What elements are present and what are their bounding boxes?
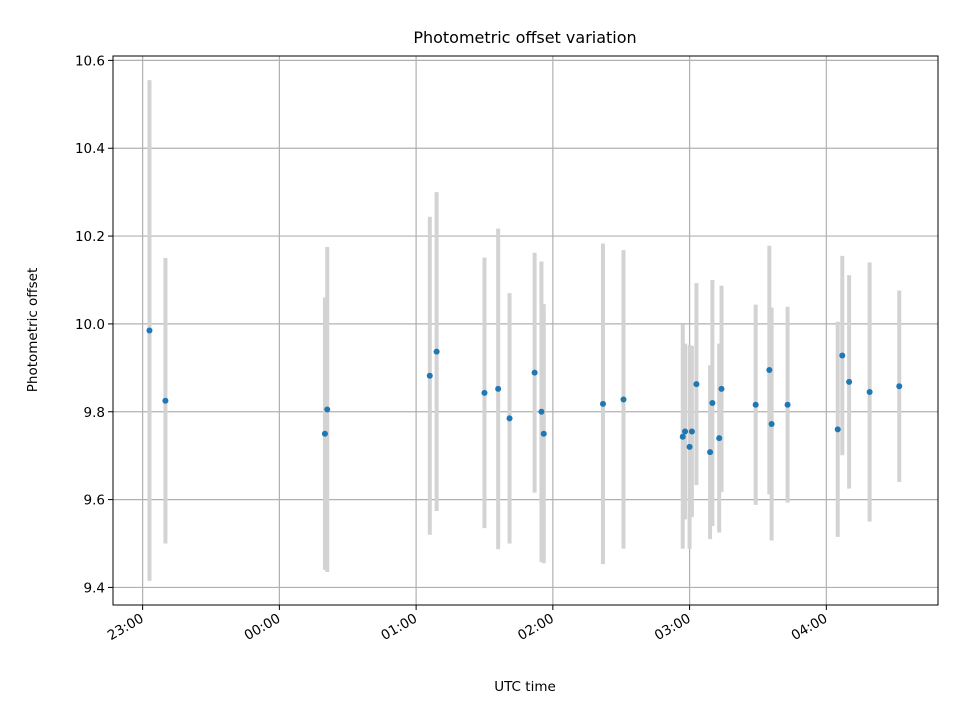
y-tick-label: 10.6 bbox=[75, 53, 105, 69]
data-point bbox=[718, 385, 725, 392]
chart-title: Photometric offset variation bbox=[413, 28, 636, 47]
data-point bbox=[481, 389, 488, 396]
y-axis-label: Photometric offset bbox=[25, 268, 41, 392]
data-point bbox=[682, 428, 689, 435]
y-tick-label: 10.4 bbox=[75, 141, 105, 157]
y-tick-label: 9.6 bbox=[84, 493, 105, 509]
data-point bbox=[162, 397, 169, 404]
y-tick-label: 9.8 bbox=[84, 405, 105, 421]
data-point bbox=[599, 400, 606, 407]
plot-frame bbox=[112, 55, 939, 606]
data-point bbox=[707, 449, 714, 456]
data-point bbox=[716, 435, 723, 442]
data-point bbox=[693, 381, 700, 388]
data-point bbox=[538, 408, 545, 415]
data-point bbox=[495, 385, 502, 392]
data-point bbox=[768, 421, 775, 428]
y-tick-label: 10.0 bbox=[75, 317, 105, 333]
data-point bbox=[506, 415, 513, 422]
y-tick-label: 9.4 bbox=[84, 580, 105, 596]
data-point bbox=[433, 348, 440, 355]
data-point bbox=[679, 433, 686, 440]
data-point bbox=[688, 428, 695, 435]
grid-lines bbox=[113, 56, 938, 605]
x-axis-label: UTC time bbox=[494, 679, 556, 695]
data-point bbox=[866, 388, 873, 395]
data-point bbox=[324, 406, 331, 413]
y-tick-label: 10.2 bbox=[75, 229, 105, 245]
data-point bbox=[540, 430, 547, 437]
data-point bbox=[686, 443, 693, 450]
data-point bbox=[839, 352, 846, 359]
data-point bbox=[620, 396, 627, 403]
data-point bbox=[709, 399, 716, 406]
data-point bbox=[766, 367, 773, 374]
data-point bbox=[752, 401, 759, 408]
data-point bbox=[426, 372, 433, 379]
data-point bbox=[321, 430, 328, 437]
data-point bbox=[834, 426, 841, 433]
data-point bbox=[896, 383, 903, 390]
data-points bbox=[146, 327, 903, 456]
data-point bbox=[531, 369, 538, 376]
data-point bbox=[146, 327, 153, 334]
data-point bbox=[846, 378, 853, 385]
data-point bbox=[784, 401, 791, 408]
